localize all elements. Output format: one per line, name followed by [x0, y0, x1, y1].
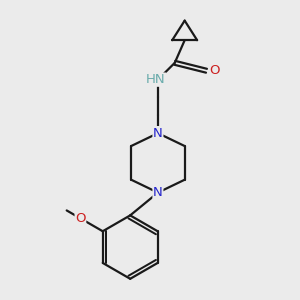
Text: HN: HN — [146, 73, 166, 86]
Text: O: O — [75, 212, 86, 225]
Text: O: O — [209, 64, 220, 77]
Text: N: N — [153, 186, 163, 199]
Text: N: N — [153, 127, 163, 140]
